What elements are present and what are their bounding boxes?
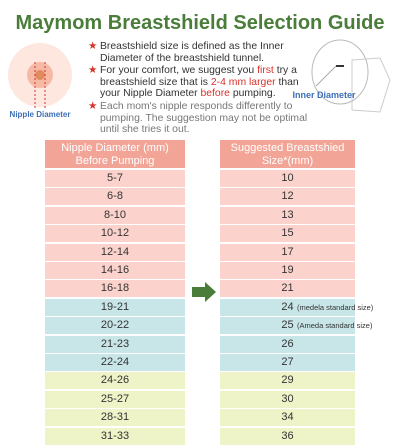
nipple-cell: 22-24 bbox=[45, 354, 185, 371]
nipple-cell: 14-16 bbox=[45, 262, 185, 279]
text: Each mom's nipple responds differently t… bbox=[100, 100, 308, 136]
nipple-cell: 16-18 bbox=[45, 280, 185, 298]
size-cell: 21 bbox=[220, 280, 355, 298]
text: than your Nipple Diameter bbox=[100, 76, 299, 100]
size-cell: 13 bbox=[220, 206, 355, 224]
bullet: For your comfort, we suggest you first t… bbox=[88, 65, 318, 100]
title: Maymom Breastshield Selection Guide bbox=[15, 12, 385, 34]
text: For your comfort, we suggest you bbox=[100, 65, 258, 77]
pointer bbox=[315, 65, 337, 87]
nipple-cell: 25-27 bbox=[45, 390, 185, 408]
size-cell: 30 bbox=[220, 390, 355, 408]
size-cell: 12 bbox=[220, 188, 355, 206]
bullet: Each mom's nipple responds differently t… bbox=[88, 101, 318, 136]
nipple-cell: 19-21 bbox=[45, 298, 185, 316]
header-cell: Nipple Diameter (mm) Before Pumping bbox=[45, 140, 185, 168]
nipple-cell: 6-8 bbox=[45, 188, 185, 206]
label: Nipple Diameter bbox=[10, 110, 71, 119]
size-cell: 34 bbox=[220, 409, 355, 427]
nipple-cell: 5-7 bbox=[45, 170, 185, 187]
bullets: Breastshield size is defined as the Inne… bbox=[88, 41, 318, 137]
note: (Ameda standard size) bbox=[297, 321, 373, 331]
text: first bbox=[257, 65, 274, 77]
size-cell: 10 bbox=[220, 170, 355, 187]
nipple-cell: 31-33 bbox=[45, 427, 185, 445]
nipple-cell: 12-14 bbox=[45, 243, 185, 261]
size-cell: 17 bbox=[220, 243, 355, 261]
size-cell: 36 bbox=[220, 427, 355, 445]
text: pumping. bbox=[229, 88, 276, 100]
nipple-cell: 20-22 bbox=[45, 317, 185, 335]
nipple bbox=[35, 70, 45, 80]
text: before bbox=[200, 88, 230, 100]
text: try a breastshield size that is bbox=[100, 65, 297, 88]
nipple-cell: 28-31 bbox=[45, 409, 185, 427]
text: 2-4 mm larger bbox=[210, 76, 276, 88]
label: Inner Diameter bbox=[292, 90, 356, 100]
note: (medela standard size) bbox=[297, 302, 374, 312]
bullet: Breastshield size is defined as the Inne… bbox=[88, 41, 318, 64]
size-cell: 25 bbox=[220, 317, 355, 335]
nipple-cell: 21-23 bbox=[45, 335, 185, 353]
size-cell: 15 bbox=[220, 225, 355, 243]
size-cell: 29 bbox=[220, 372, 355, 390]
size-cell: 26 bbox=[220, 335, 355, 353]
arrow bbox=[192, 282, 216, 302]
header-cell: Suggested Breastshied Size*(mm) bbox=[220, 140, 355, 168]
size-cell: 19 bbox=[220, 262, 355, 279]
size-cell: 24 bbox=[220, 298, 355, 316]
nipple-cell: 8-10 bbox=[45, 206, 185, 224]
text: Breastshield size is defined as the Inne… bbox=[100, 41, 284, 64]
nipple-cell: 24-26 bbox=[45, 372, 185, 390]
nipple-cell: 10-12 bbox=[45, 225, 185, 243]
size-cell: 27 bbox=[220, 354, 355, 371]
pump bbox=[351, 57, 391, 113]
